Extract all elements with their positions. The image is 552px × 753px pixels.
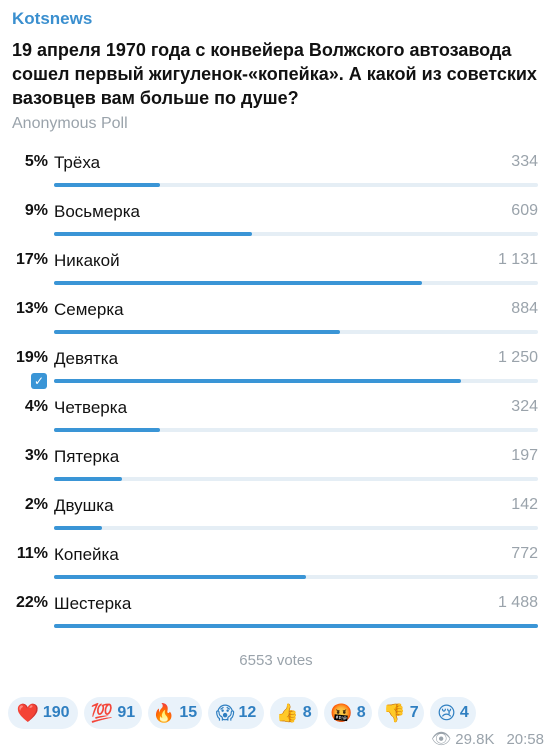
poll-option[interactable]: 2% Двушка 142 [0, 496, 552, 536]
option-label: Трёха [54, 153, 101, 172]
option-percent: 11% [16, 545, 48, 562]
reaction-count: 190 [42, 704, 70, 721]
option-percent: 13% [15, 300, 48, 317]
option-votes: 334 [511, 153, 538, 170]
option-votes: 884 [511, 300, 538, 317]
channel-name[interactable]: Kotsnews [12, 9, 93, 28]
swearing-face-icon: 🤬 [330, 702, 353, 723]
option-label: Копейка [54, 545, 119, 564]
option-bar-track [54, 477, 538, 481]
option-bar-fill [54, 232, 253, 236]
reaction-hundred[interactable]: 💯 91 [84, 697, 142, 729]
option-label: Пятерка [54, 447, 120, 466]
poll-option[interactable]: 17% Никакой 1 131 [0, 251, 552, 291]
option-label: Восьмерка [54, 202, 141, 221]
poll-question: 19 апреля 1970 года с конвейера Волжског… [12, 40, 537, 108]
option-bar-fill [54, 477, 122, 481]
option-bar-fill [54, 281, 422, 285]
option-percent: 2% [24, 496, 48, 513]
option-percent: 19% [15, 349, 48, 366]
reaction-thumbs-up[interactable]: 👍 8 [270, 697, 318, 729]
reaction-count: 15 [179, 704, 198, 721]
option-label: Девятка [54, 349, 119, 368]
thumbs-down-icon: 👎 [383, 702, 406, 723]
poll-option[interactable]: 5% Трёха 334 [0, 153, 552, 193]
option-bar-track [54, 183, 538, 187]
option-label: Двушка [54, 496, 114, 515]
reaction-heart[interactable]: ❤️ 190 [8, 697, 78, 729]
option-bar-fill [54, 575, 306, 579]
option-percent: 17% [15, 251, 48, 268]
option-percent: 4% [24, 398, 48, 415]
reaction-fire[interactable]: 🔥 15 [148, 697, 202, 729]
option-votes: 609 [511, 202, 538, 219]
fire-icon: 🔥 [152, 702, 176, 723]
option-votes: 1 131 [497, 251, 538, 268]
eye-icon: 👁 [430, 731, 452, 748]
option-percent: 5% [24, 153, 48, 170]
poll-option[interactable]: 9% Восьмерка 609 [0, 202, 552, 242]
option-percent: 3% [24, 447, 48, 464]
poll-type: Anonymous Poll [12, 115, 128, 132]
option-votes: 1 488 [497, 594, 538, 611]
option-bar-track [54, 379, 538, 383]
reaction-scream[interactable]: 😱 12 [208, 697, 264, 729]
option-bar-track [54, 624, 538, 628]
reaction-count: 8 [356, 704, 366, 721]
reaction-crying-face[interactable]: 😢 4 [430, 697, 476, 729]
poll-option[interactable]: 3% Пятерка 197 [0, 447, 552, 487]
checkmark-icon: ✓ [31, 373, 47, 389]
option-votes: 1 250 [497, 349, 538, 366]
reaction-count: 7 [409, 704, 419, 721]
crying-face-icon: 😢 [437, 702, 456, 723]
total-votes: 6553 votes [239, 652, 313, 669]
poll-option[interactable]: 4% Четверка 324 [0, 398, 552, 438]
thumbs-up-icon: 👍 [276, 702, 299, 723]
poll-option[interactable]: 13% Семерка 884 [0, 300, 552, 340]
option-bar-fill [54, 526, 103, 530]
reaction-thumbs-down[interactable]: 👎 7 [378, 697, 424, 729]
option-votes: 324 [511, 398, 538, 415]
option-bar-fill [54, 330, 340, 334]
option-percent: 22% [15, 594, 48, 611]
option-label: Семерка [54, 300, 124, 319]
option-bar-track [54, 575, 538, 579]
reaction-count: 4 [459, 704, 469, 721]
option-bar-fill [54, 379, 461, 383]
message-footer: 👁 29.8K 20:58 [431, 729, 544, 749]
reaction-count: 8 [302, 704, 312, 721]
poll-option[interactable]: 22% Шестерка 1 488 [0, 594, 552, 634]
option-label: Шестерка [54, 594, 132, 613]
view-count: 29.8K [455, 730, 495, 748]
option-percent: 9% [24, 202, 48, 219]
reaction-swearing-face[interactable]: 🤬 8 [324, 697, 372, 729]
poll-option[interactable]: 11% Копейка 772 [0, 545, 552, 585]
option-votes: 197 [511, 447, 538, 464]
option-bar-track [54, 232, 538, 236]
poll-option[interactable]: 19% Девятка 1 250 ✓ [0, 349, 552, 389]
heart-icon: ❤️ [16, 702, 39, 723]
option-label: Никакой [54, 251, 120, 270]
option-bar-fill [54, 183, 161, 187]
option-bar-fill [54, 428, 161, 432]
message-time: 20:58 [506, 730, 544, 748]
option-votes: 142 [511, 496, 538, 513]
option-votes: 772 [511, 545, 538, 562]
option-bar-fill [54, 624, 538, 628]
option-bar-track [54, 428, 538, 432]
scream-icon: 😱 [215, 702, 235, 723]
hundred-icon: 💯 [90, 702, 114, 723]
option-bar-track [54, 330, 538, 334]
reaction-count: 12 [238, 704, 257, 721]
reaction-count: 91 [117, 704, 136, 721]
option-label: Четверка [54, 398, 128, 417]
option-bar-track [54, 526, 538, 530]
option-bar-track [54, 281, 538, 285]
